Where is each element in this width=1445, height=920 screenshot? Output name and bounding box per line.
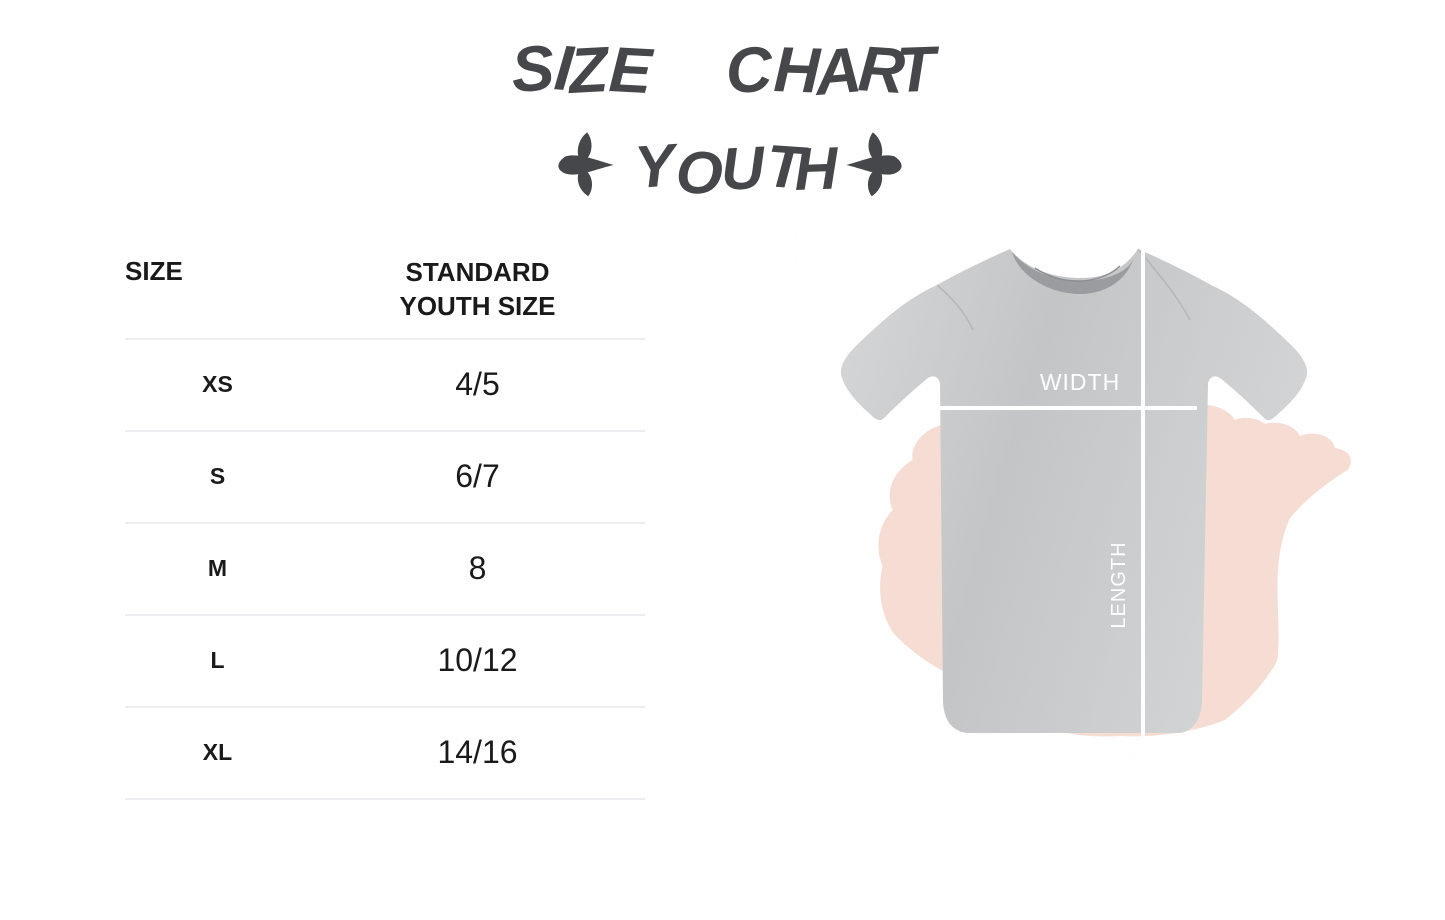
- svg-text:T: T: [895, 32, 941, 105]
- svg-text:Z: Z: [565, 33, 613, 107]
- svg-text:LENGTH: LENGTH: [1108, 541, 1130, 628]
- svg-text:WIDTH: WIDTH: [1040, 369, 1120, 395]
- svg-text:H: H: [793, 134, 840, 203]
- svg-text:C: C: [724, 33, 775, 107]
- svg-text:O: O: [674, 138, 724, 207]
- svg-text:U: U: [719, 134, 767, 203]
- svg-text:E: E: [607, 33, 656, 107]
- svg-text:S: S: [509, 31, 557, 106]
